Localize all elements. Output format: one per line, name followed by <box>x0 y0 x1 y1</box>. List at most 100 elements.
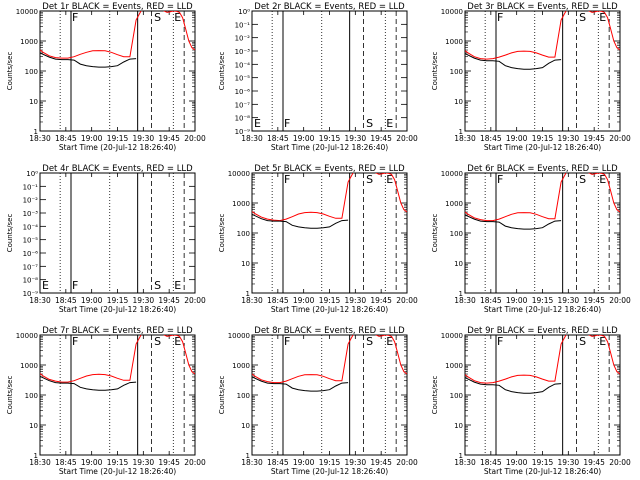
series-events-line <box>465 53 562 70</box>
y-tick-label: 100 <box>25 68 38 76</box>
series-events-line <box>252 376 349 392</box>
y-tick-label: 100 <box>450 392 463 400</box>
marker-label-F: F <box>72 279 78 292</box>
marker-label-F: F <box>72 11 78 24</box>
x-tick-label: 20:00 <box>184 458 206 467</box>
y-axis-label: Counts/sec <box>431 52 439 91</box>
x-tick-label: 19:45 <box>583 134 605 143</box>
panel-det-9: Det 9r BLACK = Events, RED = LLD 18:30 18:… <box>431 326 631 476</box>
panel-title: Det 7r BLACK = Events, RED = LLD <box>42 326 193 336</box>
x-tick-label: 19:15 <box>532 458 554 467</box>
y-axis-label: Counts/sec <box>6 376 14 415</box>
y-tick-label: 100 <box>25 392 38 400</box>
y-tick-label: 100 <box>450 230 463 238</box>
y-tick-label: 1000 <box>232 362 250 370</box>
x-tick-label: 18:30 <box>454 134 476 143</box>
y-tick-label: 10000 <box>16 8 38 16</box>
y-tick-label: 1 <box>459 128 463 136</box>
y-tick-label: 10⁰ <box>26 170 38 178</box>
x-axis-label: Start Time (20-Jul-12 18:26:40) <box>271 467 388 476</box>
marker-label-F: F <box>497 11 503 24</box>
y-tick-label: 10⁻⁴ <box>235 61 251 69</box>
x-tick-label: 18:45 <box>480 134 502 143</box>
x-tick-label: 18:30 <box>454 296 476 305</box>
x-tick-label: 19:00 <box>293 296 315 305</box>
x-tick-label: 19:00 <box>506 134 528 143</box>
marker-label-E: E <box>386 335 393 348</box>
x-tick-label: 19:00 <box>293 134 315 143</box>
x-tick-label: 19:15 <box>319 458 341 467</box>
x-tick-label: 20:00 <box>184 296 206 305</box>
x-tick-label: 19:45 <box>370 458 392 467</box>
y-axis-label: Counts/sec <box>218 214 226 253</box>
y-tick-label: 10⁻⁷ <box>235 101 251 109</box>
x-tick-label: 20:00 <box>609 134 631 143</box>
x-tick-label: 19:30 <box>133 296 155 305</box>
y-axis-label: Counts/sec <box>6 214 14 253</box>
x-tick-label: 18:30 <box>29 296 51 305</box>
panel-det-1: Det 1r BLACK = Events, RED = LLD 18:30 18:… <box>6 2 206 152</box>
x-axis-label: Start Time (20-Jul-12 18:26:40) <box>271 305 388 314</box>
x-tick-label: 19:45 <box>583 458 605 467</box>
x-tick-label: 18:45 <box>55 134 77 143</box>
y-tick-label: 10⁻³ <box>23 210 39 218</box>
x-tick-label: 18:45 <box>55 296 77 305</box>
y-tick-label: 10⁻⁹ <box>235 128 251 136</box>
marker-label-E: E <box>174 279 181 292</box>
panel-det-8: Det 8r BLACK = Events, RED = LLD 18:30 18:… <box>218 326 418 476</box>
marker-label-S: S <box>366 335 373 348</box>
x-axis-label: Start Time (20-Jul-12 18:26:40) <box>484 467 601 476</box>
marker-label-left: E <box>254 117 261 130</box>
x-tick-label: 19:30 <box>133 134 155 143</box>
plot-frame <box>464 334 621 456</box>
series-events-line <box>40 52 137 68</box>
x-axis-label: Start Time (20-Jul-12 18:26:40) <box>271 143 388 152</box>
y-tick-label: 10⁻⁷ <box>23 263 39 271</box>
y-axis-label: Counts/sec <box>218 52 226 91</box>
x-tick-label: 20:00 <box>609 458 631 467</box>
y-tick-label: 1 <box>34 128 38 136</box>
y-tick-label: 100 <box>237 392 250 400</box>
y-tick-label: 10⁻⁵ <box>23 237 39 245</box>
y-tick-label: 1000 <box>20 38 38 46</box>
x-tick-label: 18:45 <box>267 458 289 467</box>
x-tick-label: 19:30 <box>133 458 155 467</box>
x-tick-label: 19:15 <box>107 458 129 467</box>
y-tick-label: 10 <box>241 422 250 430</box>
marker-label-F: F <box>497 335 503 348</box>
y-tick-label: 10000 <box>441 332 463 340</box>
series-events-line <box>465 214 562 230</box>
x-tick-label: 18:30 <box>454 458 476 467</box>
y-tick-label: 1000 <box>445 362 463 370</box>
x-tick-label: 19:30 <box>558 458 580 467</box>
y-tick-label: 10 <box>454 260 463 268</box>
marker-label-E: E <box>174 335 181 348</box>
x-axis-label: Start Time (20-Jul-12 18:26:40) <box>59 143 176 152</box>
x-tick-label: 19:30 <box>345 458 367 467</box>
y-tick-label: 10000 <box>441 8 463 16</box>
panel-title: Det 5r BLACK = Events, RED = LLD <box>254 164 405 174</box>
series-lld-line <box>40 335 195 383</box>
series-lld-line <box>40 11 195 59</box>
x-tick-label: 19:15 <box>532 296 554 305</box>
y-tick-label: 10⁻⁶ <box>235 88 251 96</box>
y-tick-label: 10 <box>454 422 463 430</box>
y-tick-label: 10⁻³ <box>235 48 251 56</box>
y-axis-label: Counts/sec <box>218 376 226 415</box>
y-tick-label: 10000 <box>228 332 250 340</box>
series-lld-line <box>465 173 620 222</box>
y-tick-label: 10⁻² <box>23 197 39 205</box>
plot-frame <box>39 334 196 456</box>
panel-det-6: Det 6r BLACK = Events, RED = LLD 18:30 18:… <box>431 164 631 314</box>
x-tick-label: 18:45 <box>480 458 502 467</box>
y-axis-label: Counts/sec <box>431 214 439 253</box>
y-tick-label: 100 <box>237 230 250 238</box>
y-tick-label: 100 <box>450 68 463 76</box>
panel-title: Det 3r BLACK = Events, RED = LLD <box>467 2 618 12</box>
y-tick-label: 10⁻⁴ <box>23 223 39 231</box>
series-lld-line <box>465 335 620 384</box>
x-tick-label: 19:45 <box>158 134 180 143</box>
marker-label-S: S <box>366 173 373 186</box>
x-axis-label: Start Time (20-Jul-12 18:26:40) <box>59 305 176 314</box>
marker-label-S: S <box>154 279 161 292</box>
